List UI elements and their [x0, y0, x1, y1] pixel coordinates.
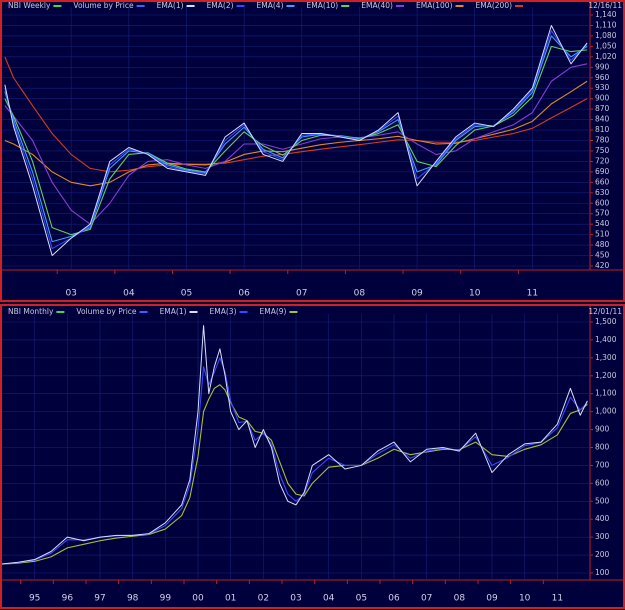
- y-tick-label: 450: [595, 251, 610, 260]
- y-tick-label: 1,110: [595, 20, 617, 29]
- date-label: 12/16/11: [588, 1, 622, 10]
- x-tick-label: 06: [388, 594, 400, 604]
- panel-border: [0, 0, 625, 302]
- date-label: 12/01/11: [588, 307, 622, 316]
- legend-label: EMA(1): [157, 1, 184, 10]
- legend-label: EMA(100): [416, 1, 453, 10]
- x-tick-label: 09: [486, 594, 498, 604]
- x-tick-label: 96: [62, 594, 74, 604]
- legend-label: NBI Monthly: [8, 307, 54, 316]
- series-line: [4, 56, 588, 173]
- x-tick-label: 99: [160, 594, 172, 604]
- y-tick-label: 960: [595, 73, 610, 82]
- y-tick-label: 200: [595, 550, 610, 559]
- x-tick-label: 02: [258, 594, 269, 604]
- legend-label: Volume by Price: [73, 1, 134, 10]
- y-tick-label: 900: [595, 94, 610, 103]
- legend-label: EMA(2): [207, 1, 234, 10]
- x-tick-label: 08: [454, 594, 466, 604]
- x-tick-label: 04: [323, 594, 335, 604]
- y-tick-label: 690: [595, 167, 610, 176]
- y-tick-label: 720: [595, 156, 610, 165]
- x-tick-label: 08: [354, 289, 366, 299]
- legend-label: EMA(9): [260, 307, 287, 316]
- y-tick-label: 750: [595, 146, 610, 155]
- y-tick-label: 600: [595, 198, 610, 207]
- legend-label: NBI Weekly: [8, 1, 51, 10]
- y-tick-label: 540: [595, 219, 610, 228]
- x-tick-label: 05: [356, 594, 367, 604]
- y-tick-label: 870: [595, 104, 610, 113]
- x-tick-label: 04: [123, 289, 135, 299]
- x-tick-label: 11: [527, 289, 538, 299]
- y-tick-label: 630: [595, 188, 610, 197]
- series-line: [4, 80, 588, 187]
- x-tick-label: 03: [290, 594, 301, 604]
- y-tick-label: 800: [595, 443, 610, 452]
- x-tick-label: 01: [225, 594, 236, 604]
- y-tick-label: 1,020: [595, 52, 617, 61]
- x-tick-label: 11: [552, 594, 563, 604]
- y-tick-label: 1,300: [595, 353, 617, 362]
- x-tick-label: 05: [181, 289, 192, 299]
- x-tick-label: 07: [296, 289, 307, 299]
- y-tick-label: 840: [595, 115, 610, 124]
- y-tick-label: 1,080: [595, 31, 617, 40]
- y-tick-label: 400: [595, 514, 610, 523]
- y-tick-label: 480: [595, 240, 610, 249]
- y-tick-label: 900: [595, 425, 610, 434]
- y-tick-label: 500: [595, 496, 610, 505]
- y-tick-label: 420: [595, 261, 610, 270]
- x-tick-label: 97: [94, 594, 105, 604]
- y-tick-label: 1,050: [595, 41, 617, 50]
- y-tick-label: 780: [595, 136, 610, 145]
- series-line: [4, 24, 588, 257]
- y-tick-label: 700: [595, 460, 610, 469]
- legend-label: EMA(4): [257, 1, 284, 10]
- legend-label: EMA(1): [160, 307, 187, 316]
- legend-label: EMA(40): [361, 1, 393, 10]
- y-tick-label: 1,000: [595, 407, 617, 416]
- x-tick-label: 10: [519, 594, 531, 604]
- legend-label: Volume by Price: [76, 307, 137, 316]
- y-tick-label: 1,140: [595, 10, 617, 19]
- x-tick-label: 95: [29, 594, 40, 604]
- legend-label: EMA(3): [210, 307, 237, 316]
- x-tick-label: 00: [192, 594, 204, 604]
- legend-label: EMA(10): [307, 1, 339, 10]
- y-tick-label: 1,100: [595, 389, 617, 398]
- y-tick-label: 600: [595, 478, 610, 487]
- y-tick-label: 570: [595, 209, 610, 218]
- y-tick-label: 1,400: [595, 335, 617, 344]
- y-tick-label: 990: [595, 62, 610, 71]
- y-tick-label: 1,500: [595, 317, 617, 326]
- series-line: [1, 325, 588, 565]
- y-tick-label: 300: [595, 532, 610, 541]
- x-tick-label: 10: [469, 289, 481, 299]
- y-tick-label: 930: [595, 83, 610, 92]
- legend-label: EMA(200): [476, 1, 513, 10]
- panel-border: [0, 304, 625, 609]
- x-tick-label: 06: [238, 289, 250, 299]
- y-tick-label: 660: [595, 177, 610, 186]
- x-tick-label: 98: [127, 594, 139, 604]
- y-tick-label: 100: [595, 568, 610, 577]
- x-tick-label: 03: [65, 289, 76, 299]
- series-line: [1, 384, 588, 565]
- x-tick-label: 07: [421, 594, 432, 604]
- x-tick-label: 09: [411, 289, 423, 299]
- y-tick-label: 810: [595, 125, 610, 134]
- y-tick-label: 510: [595, 230, 610, 239]
- y-tick-label: 1,200: [595, 371, 617, 380]
